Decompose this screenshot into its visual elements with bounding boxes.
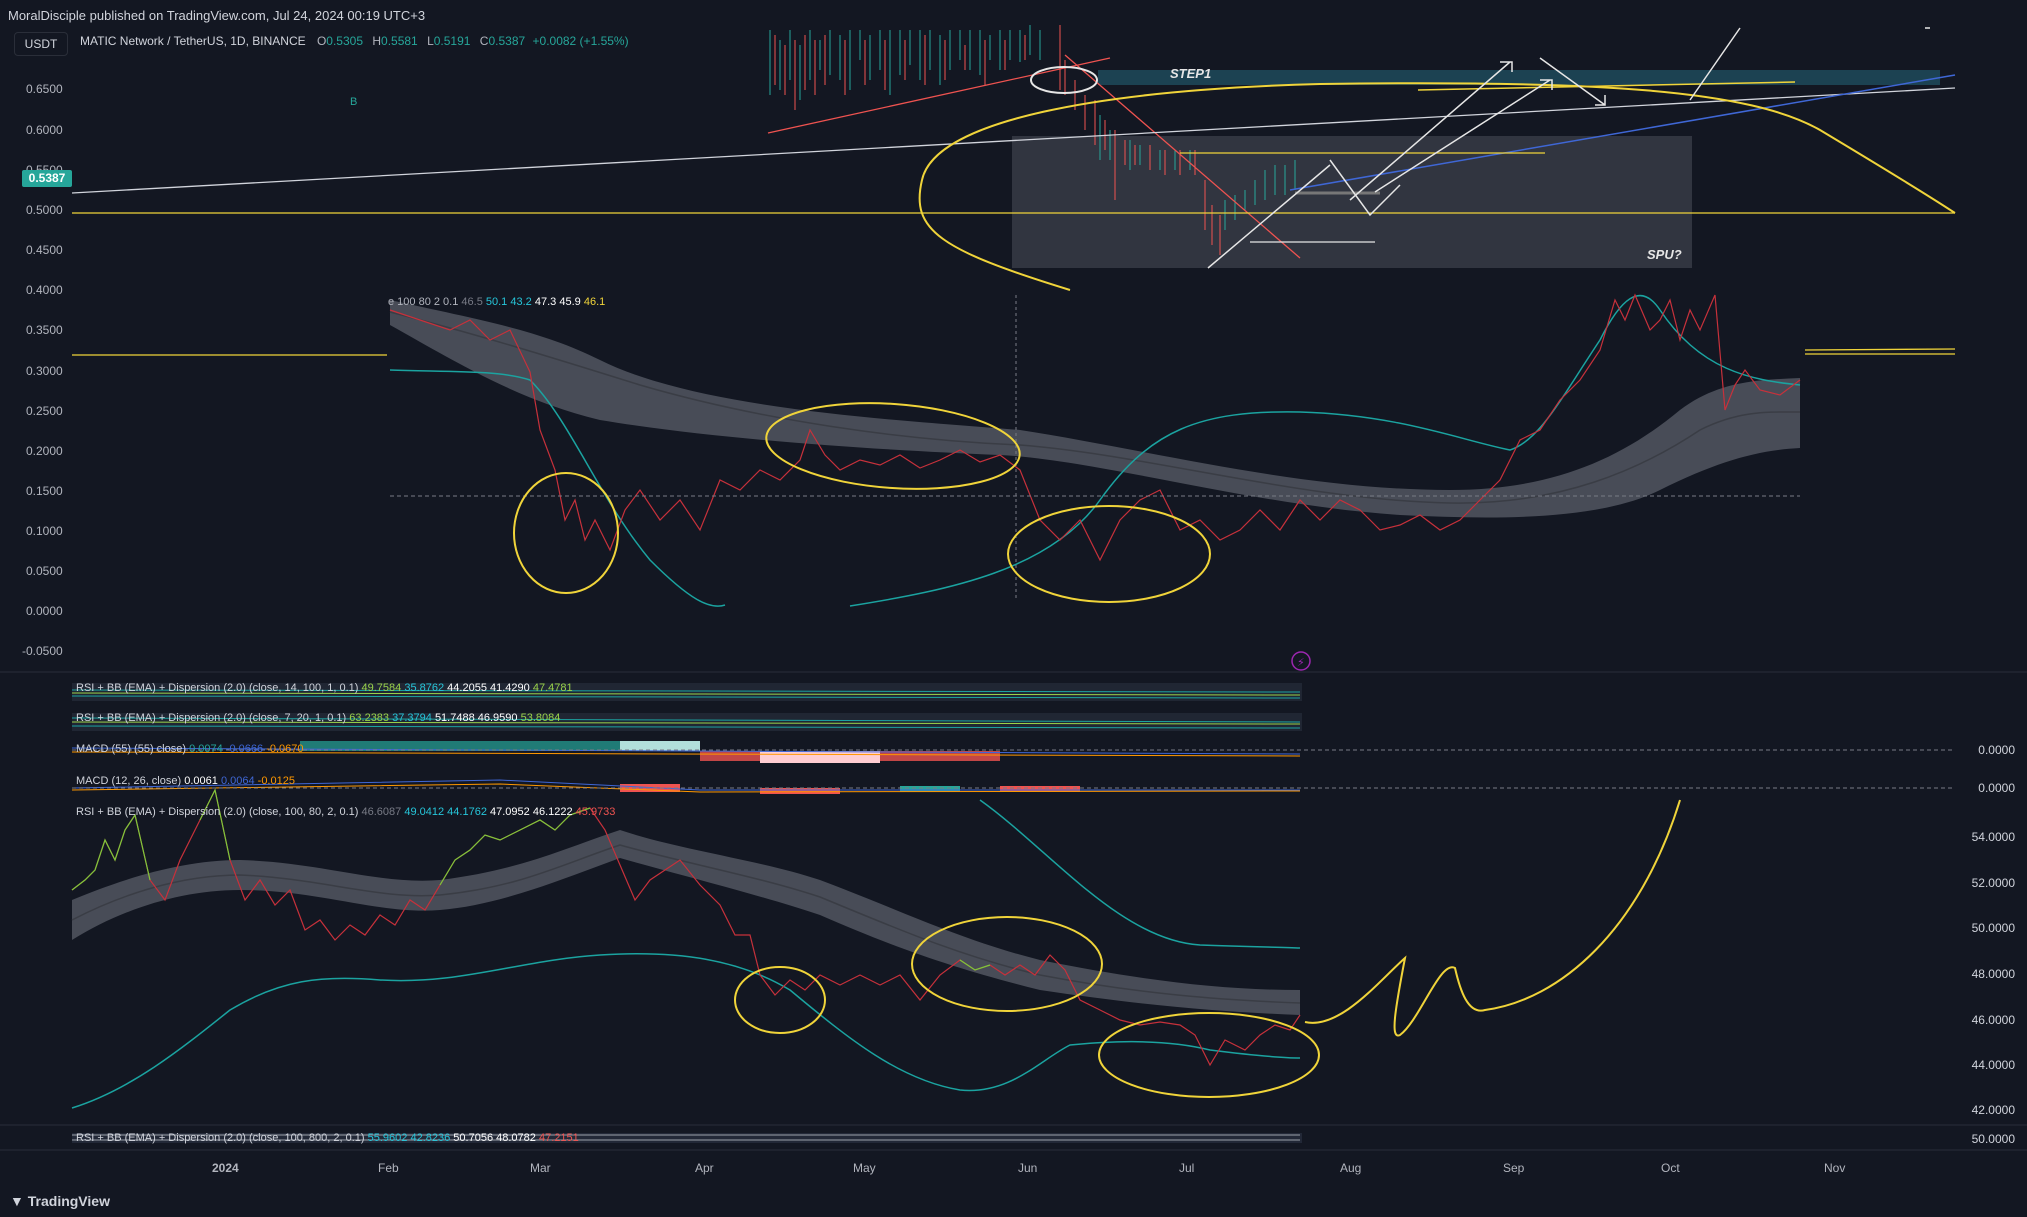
rsi3-tick: 44.0000 <box>1971 1058 2015 1072</box>
rsi1-pane <box>71 683 1302 701</box>
price-tick: 0.3500 <box>26 323 63 337</box>
overlay-bb-mid <box>389 311 1801 504</box>
low-key: L <box>427 34 434 48</box>
yellow-oval-drawing <box>918 82 1956 291</box>
blue-trendline <box>1289 74 1956 191</box>
time-tick: Mar <box>530 1161 551 1175</box>
time-tick: Jun <box>1018 1161 1038 1175</box>
candles <box>769 25 1296 255</box>
price-tick: 0.4000 <box>26 283 63 297</box>
price-tick: 0.0000 <box>26 604 63 618</box>
tradingview-logo: ▼ TradingView <box>10 1193 110 1209</box>
overlay-bb-band <box>390 300 1800 518</box>
overlay-rsi-legend: e 100 80 2 0.1 46.5 50.1 43.2 47.3 45.9 … <box>388 296 606 308</box>
open-value: 0.5305 <box>326 34 363 48</box>
rsi3-tick: 54.0000 <box>1971 830 2015 844</box>
white-trendline <box>71 87 1956 194</box>
symbol-name[interactable]: MATIC Network / TetherUS, 1D, BINANCE <box>80 34 306 48</box>
rsi2-legend[interactable]: RSI + BB (EMA) + Dispersion (2.0) (close… <box>76 712 561 724</box>
rsi4-legend[interactable]: RSI + BB (EMA) + Dispersion (2.0) (close… <box>76 1132 579 1144</box>
red-trendline <box>767 57 1111 134</box>
price-tick: -0.0500 <box>22 644 63 658</box>
rsi3-bb-mid <box>71 844 1301 1004</box>
time-tick: Aug <box>1340 1161 1362 1175</box>
time-tick: Apr <box>695 1161 714 1175</box>
rsi4-pane <box>72 1133 1302 1143</box>
tv-logo-icon: ▼ <box>10 1193 24 1209</box>
rsi3-teal-line <box>71 799 1301 1109</box>
macd2-legend[interactable]: MACD (12, 26, close) 0.0061 0.0064 -0.01… <box>76 775 295 787</box>
overlay-teal-line <box>389 294 1801 607</box>
close-key: C <box>479 34 489 48</box>
rsi3-tick: 48.0000 <box>1971 967 2015 981</box>
time-tick: Sep <box>1503 1161 1525 1175</box>
time-tick: Jul <box>1179 1161 1195 1175</box>
time-tick: 2024 <box>212 1161 239 1175</box>
price-tick: 0.4500 <box>26 243 63 257</box>
high-key: H <box>372 34 382 48</box>
overlay-rsi-line <box>389 293 1801 562</box>
time-tick: Feb <box>378 1161 399 1175</box>
buy-marker: B <box>350 96 358 108</box>
price-tick: 0.1500 <box>26 484 63 498</box>
macd1-axis-zero: 0.0000 <box>1978 743 2015 757</box>
rsi2-pane <box>71 713 1302 731</box>
step1-zone <box>1098 70 1940 85</box>
currency-button[interactable]: USDT <box>14 32 68 56</box>
rsi3-bb-band <box>72 830 1300 1015</box>
price-tick: 0.3000 <box>26 364 63 378</box>
macd2-axis-zero: 0.0000 <box>1978 781 2015 795</box>
publisher-caption: MoralDisciple published on TradingView.c… <box>8 8 426 23</box>
change-value: +0.0082 (+1.55%) <box>532 34 629 48</box>
price-tick: 0.6500 <box>26 82 63 96</box>
rsi4-axis-label: 50.0000 <box>1971 1132 2015 1146</box>
symbol-legend: MATIC Network / TetherUS, 1D, BINANCE O0… <box>80 34 629 48</box>
macd2-histogram <box>71 779 1955 794</box>
range-box <box>1012 136 1692 268</box>
price-tick: 0.5000 <box>26 203 63 217</box>
time-tick: Nov <box>1824 1161 1846 1175</box>
rsi1-legend[interactable]: RSI + BB (EMA) + Dispersion (2.0) (close… <box>76 682 573 694</box>
price-tick: 0.1000 <box>26 524 63 538</box>
step1-label: STEP1 <box>1170 66 1212 81</box>
time-tick: May <box>853 1161 876 1175</box>
last-price-tag: 0.5387 <box>22 170 72 187</box>
rsi3-tick: 52.0000 <box>1971 876 2015 890</box>
rsi3-legend[interactable]: RSI + BB (EMA) + Dispersion (2.0) (close… <box>76 806 616 818</box>
rsi3-tick: 42.0000 <box>1971 1103 2015 1117</box>
lightning-icon <box>1291 651 1311 671</box>
white-arrow-drawings <box>1207 27 1930 269</box>
close-value: 0.5387 <box>488 34 526 48</box>
price-tick: 0.2500 <box>26 404 63 418</box>
macd1-histogram <box>71 741 1955 763</box>
rsi3-tick: 46.0000 <box>1971 1013 2015 1027</box>
rsi3-line <box>71 788 1301 1067</box>
price-tick: 0.0500 <box>26 564 63 578</box>
price-tick: 0.6000 <box>26 123 63 137</box>
projection-drawing <box>1304 799 1681 1037</box>
price-tick: 0.2000 <box>26 444 63 458</box>
white-circle-drawing <box>1030 66 1098 94</box>
rsi3-tick: 50.0000 <box>1971 921 2015 935</box>
time-tick: Oct <box>1661 1161 1680 1175</box>
high-value: 0.5581 <box>381 34 418 48</box>
macd1-legend[interactable]: MACD (55) (55) close) 0.0074 -0.0666 -0.… <box>76 743 304 755</box>
low-value: 0.5191 <box>433 34 471 48</box>
spu-label: SPU? <box>1647 247 1682 262</box>
open-key: O <box>316 34 327 48</box>
svg-text:⚡: ⚡ <box>1297 656 1305 669</box>
